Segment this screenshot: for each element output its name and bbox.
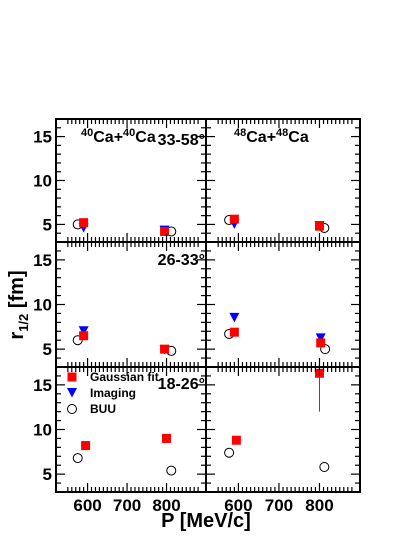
legend-marker-buu — [67, 404, 77, 414]
data-point-gaussian — [79, 331, 89, 341]
reaction-label-element: Ca+ — [93, 129, 123, 146]
y-tick-label: 15 — [33, 128, 52, 147]
x-tick-label: 700 — [113, 496, 141, 515]
x-tick-label: 600 — [224, 496, 252, 515]
y-tick-label: 15 — [33, 251, 52, 270]
y-axis-title-main: r — [6, 332, 28, 340]
reaction-label: 48Ca+48Ca — [234, 127, 309, 146]
y-tick-label: 10 — [33, 172, 52, 191]
angle-range-label: 33-58° — [158, 132, 205, 149]
data-point-buu — [72, 453, 83, 464]
data-point-gaussian — [316, 338, 326, 348]
data-point-gaussian — [160, 226, 170, 236]
reaction-label-element: Ca — [135, 129, 156, 146]
data-point-gaussian — [160, 344, 170, 354]
reaction-label-mass: 40 — [123, 127, 135, 139]
legend-label-imaging: Imaging — [90, 386, 136, 400]
legend-label-buu: BUU — [90, 402, 116, 416]
y-axis-title: r1/2 [fm] — [6, 270, 31, 339]
reaction-label-element: Ca — [288, 129, 309, 146]
data-point-gaussian — [231, 435, 241, 445]
data-point-gaussian — [229, 214, 239, 224]
data-point-gaussian — [314, 221, 324, 231]
legend-marker-gaussian — [67, 372, 77, 382]
panel-frame — [205, 366, 361, 493]
data-point-gaussian — [229, 327, 239, 337]
y-tick-label: 5 — [43, 215, 52, 234]
data-point-gaussian — [79, 218, 89, 228]
angle-range-label: 26-33° — [158, 252, 205, 269]
reaction-label-mass: 48 — [234, 127, 246, 139]
reaction-label-mass: 48 — [276, 127, 288, 139]
chart-ticks — [56, 118, 360, 493]
y-axis-title-sub: 1/2 — [16, 314, 31, 332]
y-tick-label: 10 — [33, 296, 52, 315]
data-point-gaussian — [162, 433, 172, 443]
data-point-buu — [319, 462, 330, 472]
panel-frame — [205, 241, 361, 368]
reaction-label: 40Ca+40Ca — [81, 127, 156, 146]
data-point-imaging — [315, 333, 326, 343]
x-tick-label: 600 — [73, 496, 101, 515]
chart-marks — [72, 214, 331, 476]
y-tick-label: 10 — [33, 421, 52, 440]
x-tick-label: 800 — [152, 496, 180, 515]
angle-range-label: 18-26° — [158, 376, 205, 393]
data-point-buu — [224, 447, 235, 458]
y-tick-label: 5 — [43, 465, 52, 484]
y-axis-title-unit: [fm] — [6, 270, 28, 313]
legend-label-gaussian: Gaussian fit — [90, 370, 159, 384]
data-point-imaging — [229, 312, 240, 323]
reaction-label-mass: 40 — [81, 127, 93, 139]
x-axis-title: P [MeV/c] — [161, 510, 251, 532]
data-point-gaussian — [81, 441, 91, 451]
x-tick-label: 700 — [265, 496, 293, 515]
reaction-label-element: Ca+ — [246, 129, 276, 146]
y-tick-label: 15 — [33, 376, 52, 395]
legend-marker-imaging — [67, 388, 77, 398]
y-tick-label: 5 — [43, 340, 52, 359]
x-tick-label: 800 — [305, 496, 333, 515]
chart-frames — [55, 118, 361, 493]
data-point-buu — [166, 465, 177, 476]
data-point-imaging — [78, 326, 89, 336]
